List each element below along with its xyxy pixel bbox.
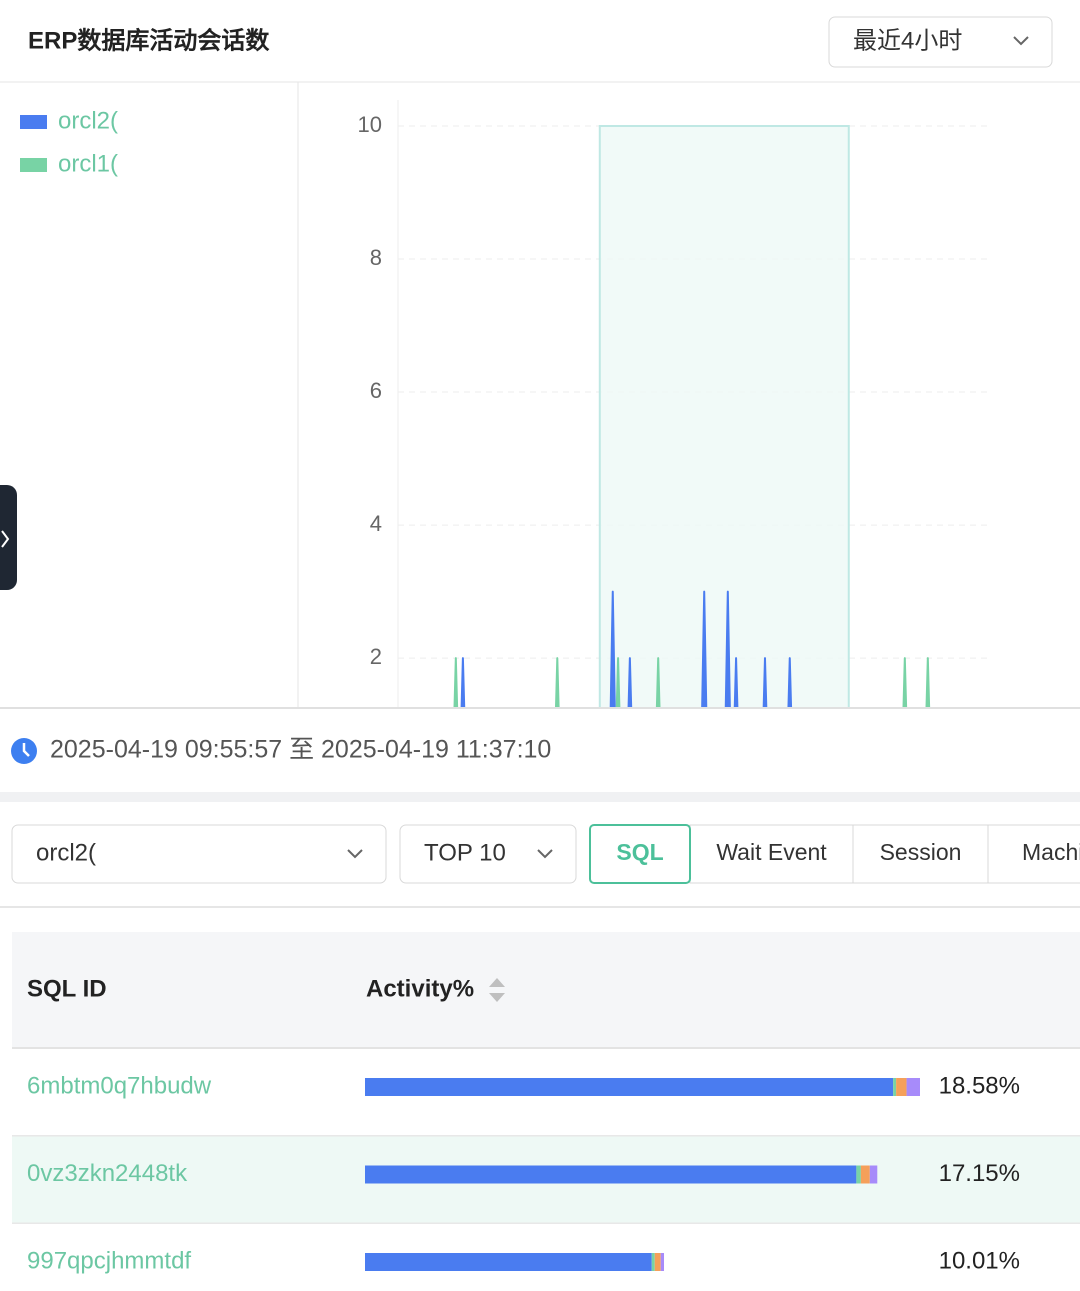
activity-bar	[365, 1078, 894, 1096]
selection	[598, 125, 850, 708]
activity-bar	[660, 1253, 665, 1271]
tab[interactable]	[987, 824, 1080, 884]
chart: 2 4 6 8 10	[358, 100, 988, 708]
activity-bar	[896, 1078, 907, 1096]
activity-bar	[365, 1253, 652, 1271]
y-tick-label: 4	[370, 511, 382, 536]
tab-label[interactable]: SQL	[616, 839, 663, 865]
side-toggle[interactable]	[0, 485, 17, 590]
y-tick-label: 6	[370, 378, 382, 403]
y-tick-label: 2	[370, 644, 382, 669]
tab-label[interactable]: Machine	[1022, 839, 1080, 865]
instance-select[interactable]	[11, 824, 387, 884]
sql-id[interactable]: 6mbtm0q7hbudw	[27, 1072, 212, 1099]
instance-select-label[interactable]: orcl2(	[36, 839, 96, 866]
activity-bar	[906, 1078, 920, 1096]
time-window: 2025-04-19 09:55:57 至 2025-04-19 11:37:1…	[50, 736, 551, 764]
activity-value: 18.58%	[939, 1072, 1020, 1099]
legend-label[interactable]: orcl1(	[58, 150, 118, 177]
table-body: 6mbtm0q7hbudw 18.58% 0vz3zkn2448tk 17.15% 99…	[12, 1049, 1080, 1291]
activity-bar	[654, 1253, 661, 1271]
activity-bar	[365, 1165, 857, 1184]
tab-active	[589, 824, 691, 884]
tabs: SQL Wait Event Session Machine	[589, 824, 1080, 884]
tab-label[interactable]: Wait Event	[716, 839, 827, 865]
time-select-label[interactable]: 最近4小时	[853, 27, 962, 54]
activity-bar	[893, 1078, 897, 1096]
time-select[interactable]	[828, 16, 1053, 68]
separator	[0, 792, 1080, 802]
legend-label[interactable]: orcl2(	[58, 107, 118, 134]
activity-bar	[856, 1165, 861, 1184]
title: ERP数据库活动会话数	[28, 26, 270, 54]
column-header: SQL ID	[27, 975, 107, 1002]
tab-label[interactable]: Session	[880, 839, 962, 865]
chevron	[1013, 36, 1029, 46]
top-select[interactable]	[399, 824, 577, 884]
clock-hands	[22, 743, 30, 757]
legend-swatch	[20, 158, 47, 172]
activity-bar	[860, 1165, 870, 1184]
side-toggle-icon	[1, 530, 10, 548]
y-tick-label: 10	[358, 112, 382, 137]
sql-id[interactable]: 0vz3zkn2448tk	[27, 1160, 188, 1187]
legend: orcl2( orcl1(	[20, 107, 118, 177]
activity-bar	[869, 1165, 878, 1184]
chevron	[537, 849, 553, 859]
legend-swatch	[20, 115, 47, 129]
activity-value: 17.15%	[939, 1160, 1020, 1187]
column-header[interactable]: Activity%	[366, 975, 474, 1002]
table-header	[12, 932, 1080, 1048]
top-select-label[interactable]: TOP 10	[424, 839, 506, 866]
y-tick-label: 8	[370, 245, 382, 270]
activity-value: 10.01%	[939, 1247, 1020, 1274]
plot	[397, 100, 988, 708]
sort-icon[interactable]	[489, 978, 505, 1002]
activity-bar	[651, 1253, 655, 1271]
chevron	[347, 849, 363, 859]
sql-id[interactable]: 997qpcjhmmtdf	[27, 1247, 191, 1274]
